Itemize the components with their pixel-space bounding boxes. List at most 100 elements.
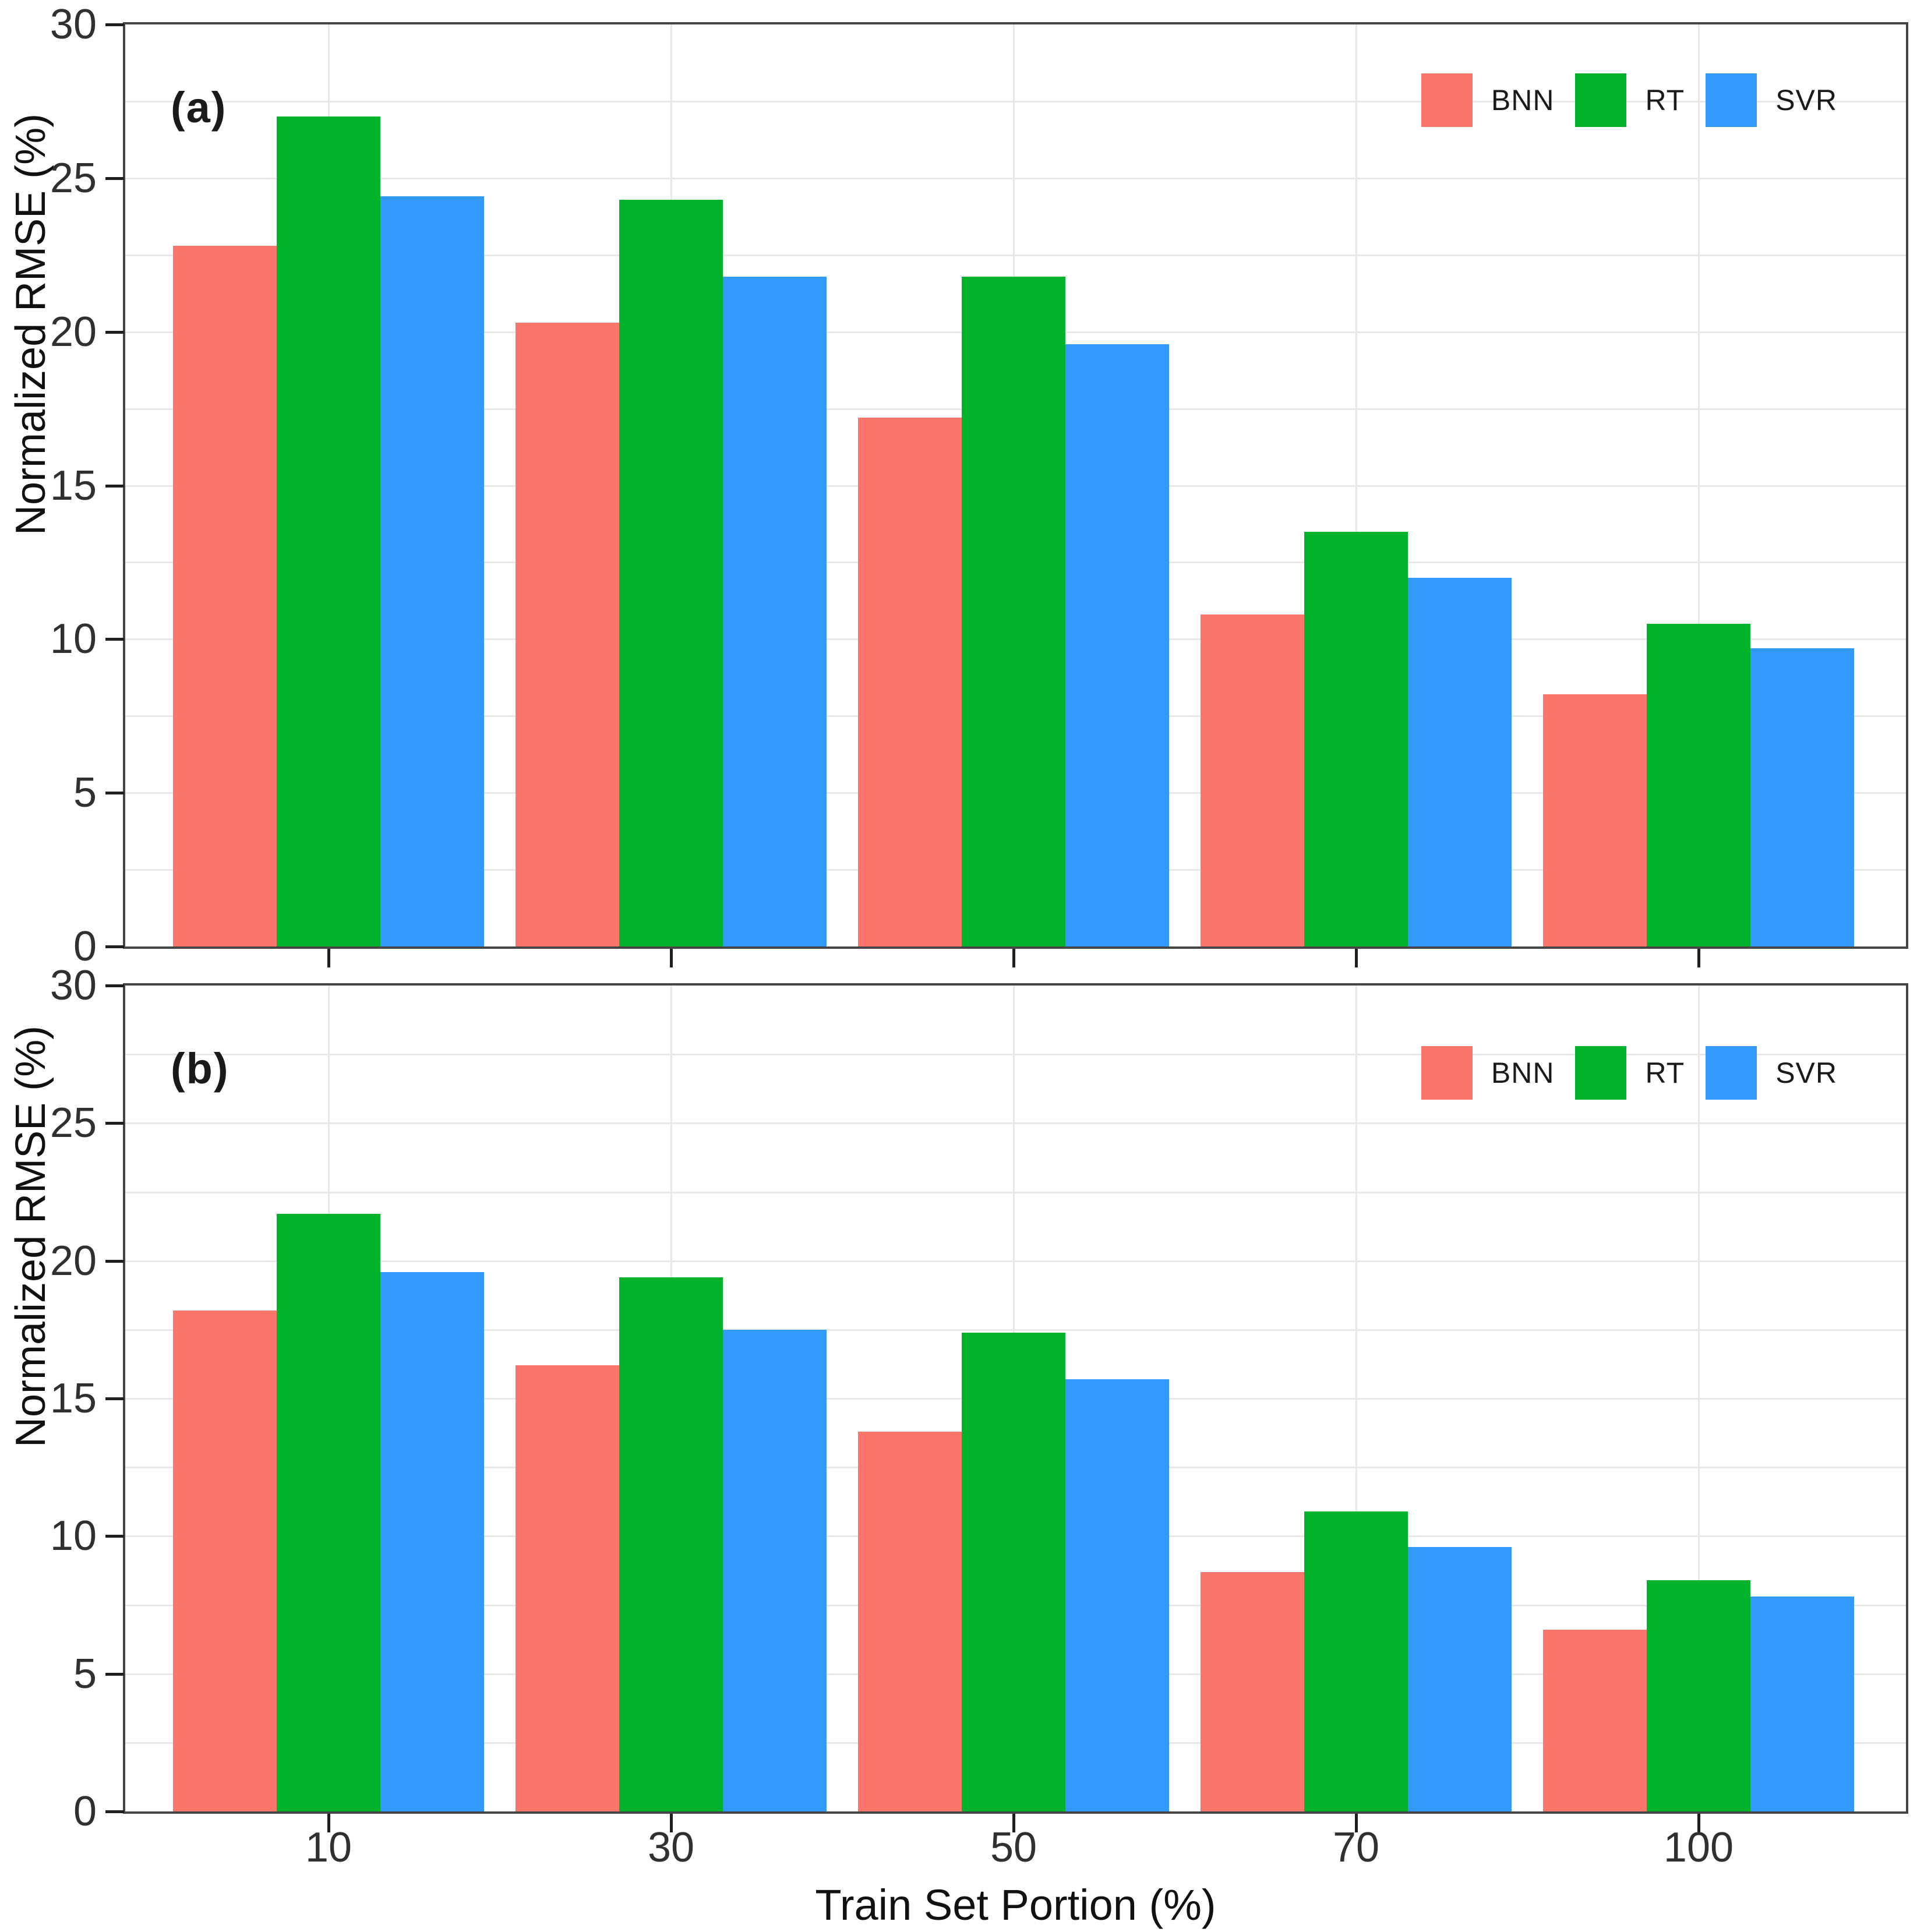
bar-bnn-100	[1543, 1630, 1647, 1811]
y-tick-b-25	[105, 1122, 124, 1125]
y-tick-label-a-15: 15	[50, 462, 97, 509]
x-tick-b-70	[1355, 1814, 1358, 1832]
bar-svr-50	[1065, 344, 1169, 946]
bar-bnn-30	[516, 323, 619, 946]
bar-bnn-70	[1201, 1572, 1304, 1811]
bar-rt-100	[1647, 1580, 1750, 1811]
y-tick-b-0	[105, 1810, 124, 1813]
legend-item-rt: RT	[1575, 1046, 1685, 1100]
y-tick-a-5	[105, 792, 124, 795]
legend-label-rt: RT	[1645, 84, 1685, 116]
gridline-h-27.5	[125, 100, 1906, 103]
gridline-h-25	[125, 177, 1906, 179]
x-tick-a-10	[327, 949, 330, 967]
bar-rt-30	[619, 1277, 723, 1811]
x-tick-label-50: 50	[990, 1824, 1037, 1871]
gridline-h-25	[125, 1122, 1906, 1125]
y-tick-b-30	[105, 984, 124, 987]
x-tick-label-30: 30	[647, 1824, 695, 1871]
y-tick-b-5	[105, 1672, 124, 1676]
legend-item-svr: SVR	[1706, 1046, 1837, 1100]
bar-rt-50	[962, 277, 1065, 946]
bar-bnn-10	[173, 246, 277, 946]
y-tick-a-30	[105, 23, 124, 26]
panel-a-label: (a)	[171, 83, 227, 132]
y-tick-label-a-20: 20	[50, 308, 97, 355]
legend-b: BNN RT SVR	[1421, 1046, 1837, 1100]
y-tick-label-b-5: 5	[73, 1650, 97, 1697]
gridline-h-22.5	[125, 254, 1906, 256]
y-tick-label-b-30: 30	[50, 962, 97, 1009]
bar-svr-10	[380, 196, 484, 946]
bar-rt-30	[619, 200, 723, 946]
bar-bnn-10	[173, 1311, 277, 1811]
bar-rt-70	[1304, 532, 1408, 946]
legend-key-bnn-icon	[1421, 1046, 1473, 1100]
bar-svr-30	[723, 1330, 827, 1811]
y-tick-b-20	[105, 1259, 124, 1263]
y-tick-b-15	[105, 1397, 124, 1400]
y-tick-a-10	[105, 638, 124, 641]
y-tick-a-15	[105, 484, 124, 488]
bar-rt-10	[277, 1214, 380, 1811]
y-tick-label-a-5: 5	[73, 769, 97, 817]
x-axis-title: Train Set Portion (%)	[815, 1881, 1216, 1929]
x-tick-label-100: 100	[1663, 1824, 1734, 1871]
y-tick-b-10	[105, 1535, 124, 1538]
x-tick-label-70: 70	[1332, 1824, 1380, 1871]
bar-bnn-70	[1201, 614, 1304, 946]
y-tick-label-b-25: 25	[50, 1100, 97, 1147]
legend-key-svr-icon	[1706, 73, 1757, 127]
x-tick-b-30	[670, 1814, 673, 1832]
legend-item-svr: SVR	[1706, 73, 1837, 127]
y-tick-label-a-0: 0	[73, 923, 97, 970]
bar-rt-70	[1304, 1511, 1408, 1811]
bar-bnn-50	[858, 1432, 962, 1811]
bar-svr-70	[1408, 578, 1512, 946]
x-tick-a-100	[1697, 949, 1700, 967]
gridline-h-20	[125, 1260, 1906, 1262]
y-tick-label-a-30: 30	[50, 1, 97, 48]
legend-key-bnn-icon	[1421, 73, 1473, 127]
bar-svr-30	[723, 277, 827, 946]
legend-key-svr-icon	[1706, 1046, 1757, 1100]
bar-svr-100	[1750, 648, 1854, 946]
panel-a: (a) BNN RT SVR	[123, 22, 1908, 949]
legend-item-bnn: BNN	[1421, 73, 1555, 127]
legend-a: BNN RT SVR	[1421, 73, 1837, 127]
x-tick-a-70	[1355, 949, 1358, 967]
legend-key-rt-icon	[1575, 73, 1627, 127]
bar-svr-70	[1408, 1547, 1512, 1811]
x-tick-a-30	[670, 949, 673, 967]
x-tick-b-10	[327, 1814, 330, 1832]
gridline-h-22.5	[125, 1191, 1906, 1193]
legend-item-bnn: BNN	[1421, 1046, 1555, 1100]
legend-label-svr: SVR	[1775, 84, 1837, 116]
legend-label-svr: SVR	[1775, 1057, 1837, 1089]
bar-rt-100	[1647, 624, 1750, 946]
y-tick-label-b-15: 15	[50, 1375, 97, 1422]
x-tick-a-50	[1012, 949, 1015, 967]
bar-rt-10	[277, 116, 380, 946]
bar-svr-10	[380, 1272, 484, 1811]
legend-label-bnn: BNN	[1491, 1057, 1555, 1089]
gridline-h-27.5	[125, 1054, 1906, 1056]
legend-label-bnn: BNN	[1491, 84, 1555, 116]
x-tick-label-10: 10	[305, 1824, 352, 1871]
y-tick-a-0	[105, 945, 124, 948]
bar-bnn-30	[516, 1365, 619, 1811]
legend-key-rt-icon	[1575, 1046, 1627, 1100]
bar-svr-50	[1065, 1379, 1169, 1811]
y-tick-label-a-10: 10	[50, 616, 97, 663]
bar-svr-100	[1750, 1597, 1854, 1811]
legend-item-rt: RT	[1575, 73, 1685, 127]
y-tick-a-25	[105, 176, 124, 180]
y-tick-label-b-10: 10	[50, 1513, 97, 1560]
legend-label-rt: RT	[1645, 1057, 1685, 1089]
y-tick-a-20	[105, 330, 124, 334]
x-tick-b-50	[1012, 1814, 1015, 1832]
panel-b: (b) BNN RT SVR	[123, 983, 1908, 1814]
y-tick-label-b-0: 0	[73, 1788, 97, 1835]
panel-b-label: (b)	[171, 1044, 230, 1093]
